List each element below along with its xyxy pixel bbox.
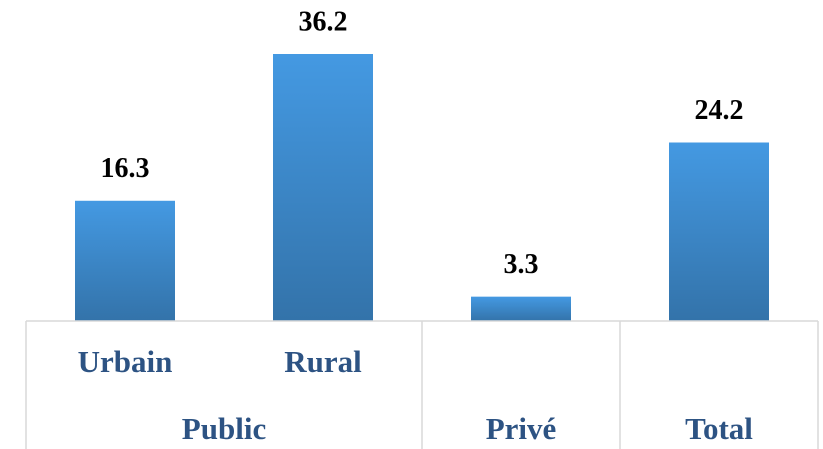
bar-shade xyxy=(273,54,373,321)
x-tick-label: Urbain xyxy=(78,344,173,379)
data-label: 16.3 xyxy=(101,153,150,184)
bar-shade xyxy=(471,296,571,321)
group-label: Total xyxy=(685,411,753,446)
group-label: Privé xyxy=(486,411,557,446)
bar-shade xyxy=(75,200,175,321)
x-tick-label: Rural xyxy=(284,344,362,379)
group-label: Public xyxy=(182,411,266,446)
data-label: 3.3 xyxy=(504,249,539,280)
bar-shade xyxy=(669,142,769,321)
data-label: 24.2 xyxy=(695,95,744,126)
data-label: 36.2 xyxy=(299,6,348,37)
